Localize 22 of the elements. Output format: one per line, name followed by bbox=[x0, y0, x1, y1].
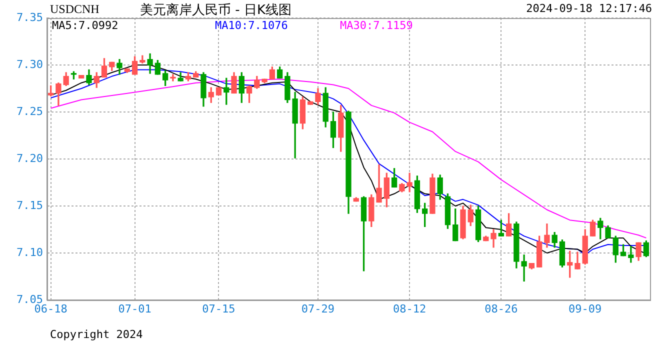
candlestick bbox=[308, 101, 314, 105]
text: MA30:7.1159 bbox=[340, 19, 413, 32]
x-tick-label: 07-15 bbox=[202, 302, 236, 316]
text: 2024-09-18 12:17:46 bbox=[526, 2, 652, 15]
text: Copyright 2024 bbox=[50, 328, 143, 341]
y-tick-label: 7.35 bbox=[16, 10, 43, 24]
x-tick-label: 08-12 bbox=[393, 302, 426, 316]
text: MA5:7.0992 bbox=[52, 19, 118, 32]
text: USDCNH bbox=[50, 2, 100, 17]
y-tick-label: 7.25 bbox=[16, 104, 43, 118]
candlestick bbox=[78, 75, 84, 78]
chart-title: 美元离岸人民币 - 日K线图 bbox=[140, 2, 292, 19]
x-tick-label: 07-01 bbox=[118, 302, 152, 316]
text: MA10:7.1076 bbox=[215, 19, 288, 32]
y-tick-label: 7.15 bbox=[16, 198, 43, 212]
candlestick bbox=[216, 87, 222, 96]
x-tick-label: 07-29 bbox=[301, 302, 335, 316]
y-tick-label: 7.10 bbox=[16, 246, 43, 259]
x-tick-label: 08-26 bbox=[484, 302, 518, 316]
y-tick-label: 7.20 bbox=[16, 152, 43, 165]
y-tick-label: 7.30 bbox=[16, 58, 43, 71]
x-tick-label: 09-09 bbox=[568, 302, 602, 316]
